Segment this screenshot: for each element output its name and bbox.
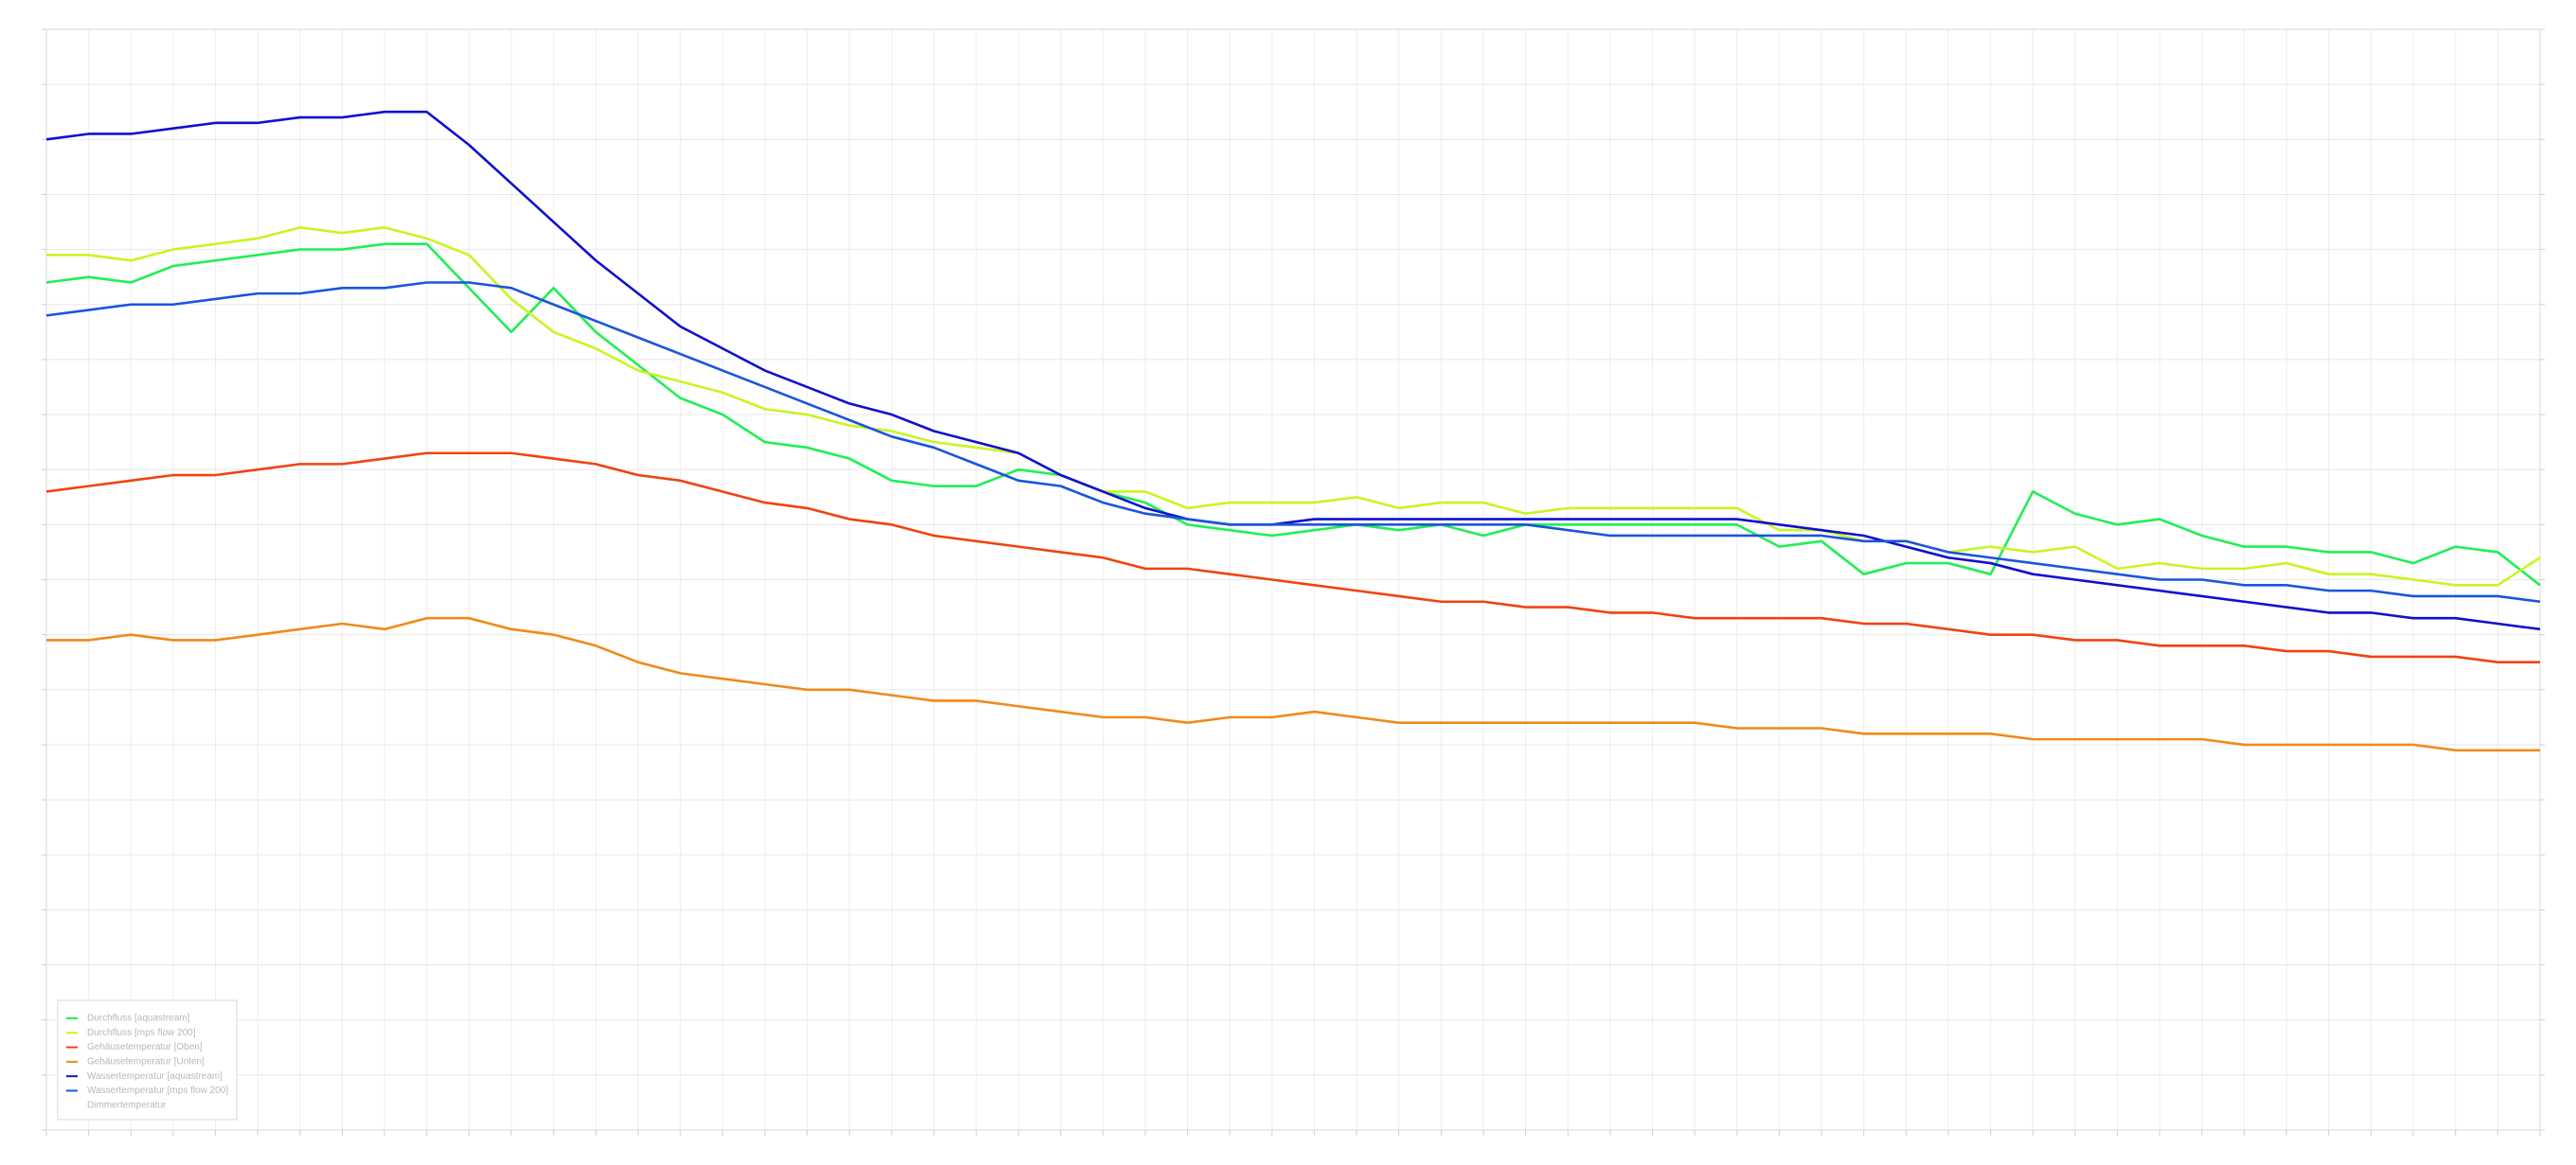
series-line bbox=[46, 616, 2540, 752]
legend-label: Gehäusetemperatur [Oben] bbox=[87, 1042, 203, 1052]
legend-item[interactable]: Wassertemperatur [aquastream] bbox=[66, 1071, 222, 1082]
legend-item[interactable]: Durchfluss [aquastream] bbox=[66, 1014, 190, 1024]
legend-item[interactable]: Wassertemperatur [mps flow 200] bbox=[66, 1086, 228, 1096]
legend-label: Wassertemperatur [mps flow 200] bbox=[87, 1086, 228, 1096]
legend-item[interactable]: Gehäusetemperatur [Unten] bbox=[66, 1057, 204, 1068]
legend-item[interactable]: Dimmertemperatur bbox=[66, 1100, 167, 1110]
legend-label: Durchfluss [mps flow 200] bbox=[87, 1028, 196, 1038]
legend-label: Gehäusetemperatur [Unten] bbox=[87, 1057, 204, 1068]
legend-item[interactable]: Durchfluss [mps flow 200] bbox=[66, 1028, 196, 1038]
plot-frame bbox=[45, 28, 2541, 1131]
series-line bbox=[45, 451, 2540, 664]
legend-label: Wassertemperatur [aquastream] bbox=[87, 1071, 222, 1082]
series-line bbox=[46, 226, 2541, 587]
legend-item[interactable]: Gehäusetemperatur [Oben] bbox=[66, 1042, 203, 1052]
legend-label: Dimmertemperatur bbox=[87, 1100, 167, 1110]
series-line bbox=[45, 110, 2541, 631]
legend-box bbox=[57, 999, 238, 1121]
series-line bbox=[45, 242, 2541, 587]
series-line bbox=[45, 281, 2541, 604]
legend-label: Durchfluss [aquastream] bbox=[87, 1014, 190, 1024]
